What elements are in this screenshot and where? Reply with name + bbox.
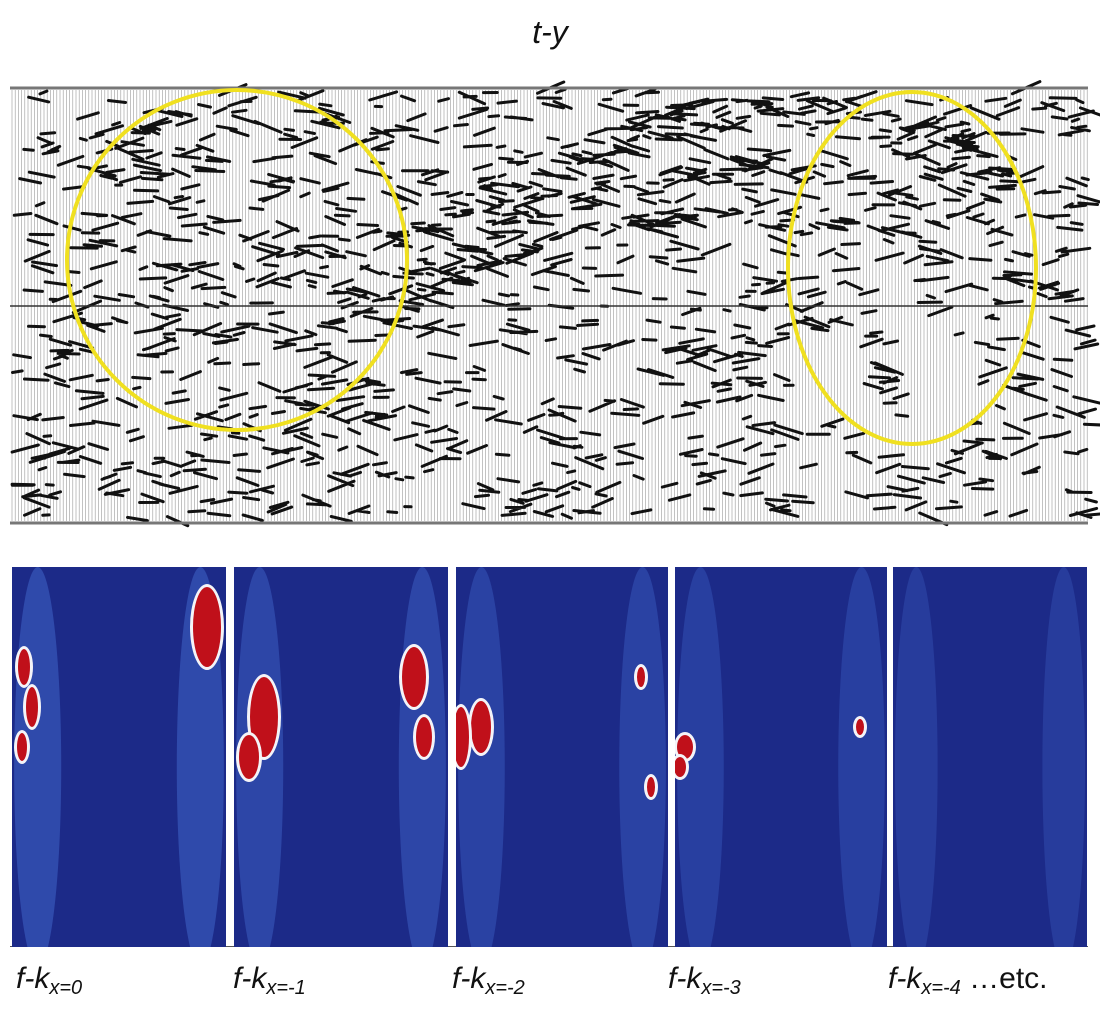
fk-label-x0: f-kx=0 [16,962,83,999]
fk-panel-x-4 [893,567,1100,947]
seismic-section-t-y [10,80,1100,528]
fk-panel-x-1 [234,567,448,947]
yellow-ellipse-left [65,88,409,432]
seismic-wiggle-traces [10,80,1100,528]
fk-label-x-3: f-kx=-3 [668,962,741,999]
fk-label-x-2: f-kx=-2 [452,962,525,999]
fk-label-x-4: f-kx=-4 …etc. [888,962,1048,999]
figure-title: t-y [532,14,568,50]
etc-text: …etc. [960,962,1048,995]
fk-panel-x0 [12,567,226,947]
fk-label-x-1: f-kx=-1 [233,962,306,999]
yellow-ellipse-right [786,90,1038,446]
fk-panel-x-3 [675,567,889,947]
fk-panel-x-2 [456,567,670,947]
